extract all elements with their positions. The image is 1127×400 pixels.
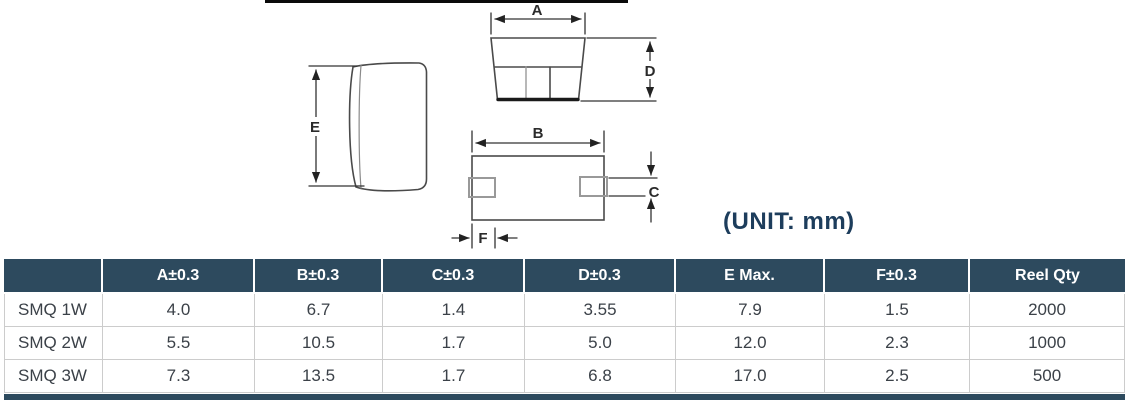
cell-f: 2.3 [825,327,970,360]
table-row-smq-2w: SMQ 2W 5.5 10.5 1.7 5.0 12.0 2.3 1000 [4,327,1125,360]
cell-a: 5.5 [103,327,255,360]
col-header-e-max: E Max. [676,259,825,294]
cell-reel-qty: 1000 [970,327,1125,360]
cell-reel-qty: 2000 [970,294,1125,327]
next-section-edge [4,394,1125,400]
model-name: SMQ 3W [4,360,103,393]
cell-c: 1.7 [383,360,525,393]
cell-d: 5.0 [525,327,676,360]
table-header-row: A±0.3 B±0.3 C±0.3 D±0.3 E Max. F±0.3 Ree… [4,259,1125,294]
cell-a: 4.0 [103,294,255,327]
cell-b: 6.7 [255,294,383,327]
col-header-c: C±0.3 [383,259,525,294]
cell-f: 1.5 [825,294,970,327]
cell-e-max: 12.0 [676,327,825,360]
side-view: E [307,62,428,192]
cell-d: 6.8 [525,360,676,393]
cell-b: 10.5 [255,327,383,360]
front-view: A D [490,2,658,102]
cell-a: 7.3 [103,360,255,393]
unit-note: (UNIT: mm) [723,208,855,235]
cell-reel-qty: 500 [970,360,1125,393]
cell-e-max: 7.9 [676,294,825,327]
side-view-crease [358,64,362,189]
bottom-view-outline [471,155,605,221]
cell-c: 1.4 [383,294,525,327]
terminal-pad-right [579,176,608,197]
model-name: SMQ 2W [4,327,103,360]
terminal-pad-left [468,177,496,198]
table-row-smq-3w: SMQ 3W 7.3 13.5 1.7 6.8 17.0 2.5 500 [4,360,1125,393]
cell-e-max: 17.0 [676,360,825,393]
col-header-f: F±0.3 [825,259,970,294]
bottom-view: B C F [451,125,660,249]
col-header-model [4,259,103,294]
dimensions-table: A±0.3 B±0.3 C±0.3 D±0.3 E Max. F±0.3 Ree… [4,259,1125,393]
cell-f: 2.5 [825,360,970,393]
cell-d: 3.55 [525,294,676,327]
cell-b: 13.5 [255,360,383,393]
col-header-d: D±0.3 [525,259,676,294]
side-view-body [348,62,428,192]
col-header-reel-qty: Reel Qty [970,259,1125,294]
col-header-b: B±0.3 [255,259,383,294]
cell-c: 1.7 [383,327,525,360]
col-header-a: A±0.3 [103,259,255,294]
front-view-outline [490,37,586,101]
dim-label-a: A [532,2,543,19]
model-name: SMQ 1W [4,294,103,327]
dim-label-e: E [310,119,320,136]
dim-label-c: C [649,184,660,201]
table-row-smq-1w: SMQ 1W 4.0 6.7 1.4 3.55 7.9 1.5 2000 [4,294,1125,327]
dimension-drawing: E A D [307,2,660,249]
top-divider [265,0,628,3]
dim-label-b: B [533,125,544,142]
dim-label-d: D [645,63,656,80]
dim-label-f: F [478,230,487,247]
